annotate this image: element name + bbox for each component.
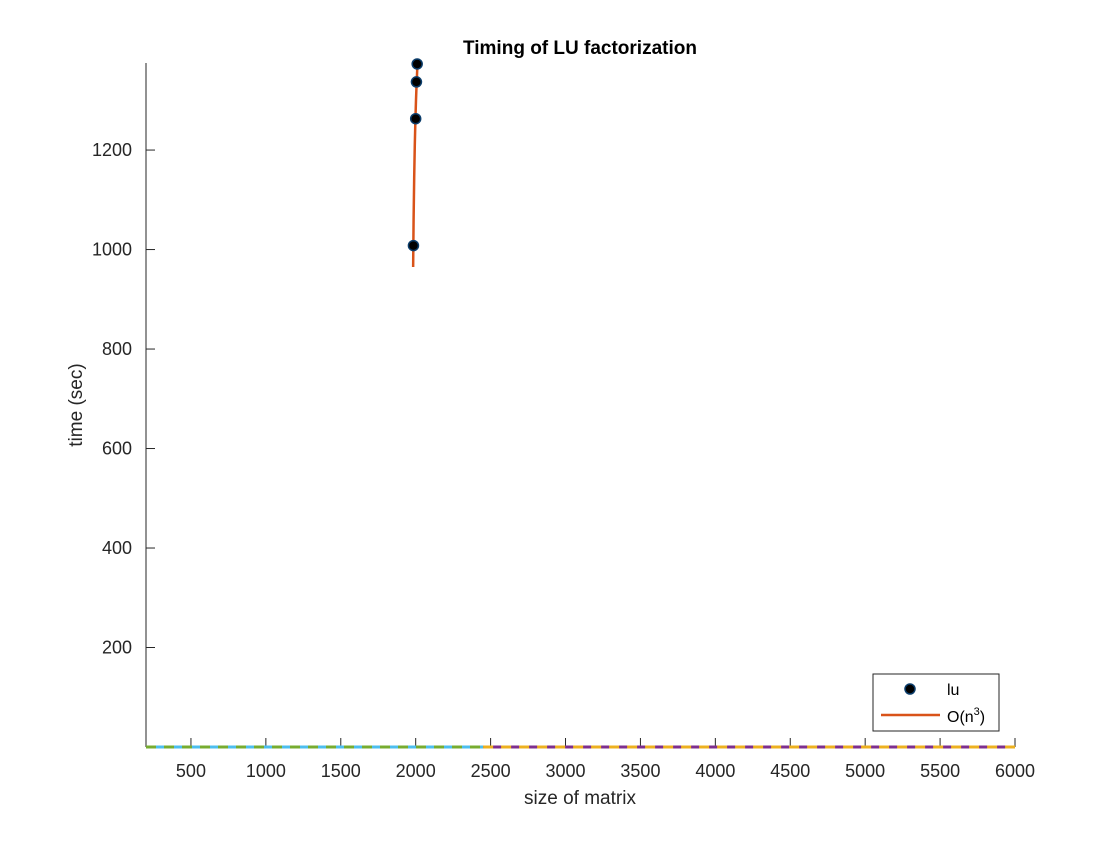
data-point-lu [409, 112, 422, 125]
y-tick-label: 200 [102, 638, 132, 658]
y-tick-label: 400 [102, 538, 132, 558]
data-point-lu [407, 239, 420, 252]
x-tick-label: 3500 [620, 761, 660, 781]
legend-label-o-n3-sup: 3 [974, 706, 980, 718]
series-line-o-n3 [411, 64, 419, 267]
x-axis-label: size of matrix [524, 788, 636, 809]
y-tick-label: 1000 [92, 240, 132, 260]
legend-box [872, 673, 1000, 732]
y-tick-label: 600 [102, 439, 132, 459]
x-tick-label: 6000 [995, 761, 1035, 781]
legend-marker-lu [904, 683, 916, 695]
x-tick-label: 3000 [545, 761, 585, 781]
x-tick-label: 4000 [695, 761, 735, 781]
legend-label-lu: lu [947, 682, 959, 699]
plot-lines [146, 64, 1015, 749]
legend-label-o-n3-base: O(n [947, 709, 974, 726]
x-tick-label: 500 [176, 761, 206, 781]
legend-label-o-n3-end: ) [980, 709, 985, 726]
x-tick-label: 1000 [246, 761, 286, 781]
data-point-lu [411, 58, 423, 70]
x-tick-label: 2500 [471, 761, 511, 781]
x-tick-label: 4500 [770, 761, 810, 781]
axes: 500 1000 1500 2000 2500 3000 3500 4000 4500 5000 5… [92, 63, 1035, 781]
y-axis-label: time (sec) [66, 363, 87, 446]
legend-label-o-n3: O(n3) [947, 706, 985, 726]
y-tick-label: 800 [102, 339, 132, 359]
x-tick-label: 5000 [845, 761, 885, 781]
x-tick-label: 5500 [920, 761, 960, 781]
plot-markers [407, 58, 423, 252]
data-point-lu [410, 76, 423, 88]
y-tick-label: 1200 [92, 140, 132, 160]
x-tick-label: 2000 [396, 761, 436, 781]
chart-title: Timing of LU factorization [463, 38, 697, 59]
x-tick-label: 1500 [321, 761, 361, 781]
legend: lu O(n3) [872, 673, 1000, 732]
